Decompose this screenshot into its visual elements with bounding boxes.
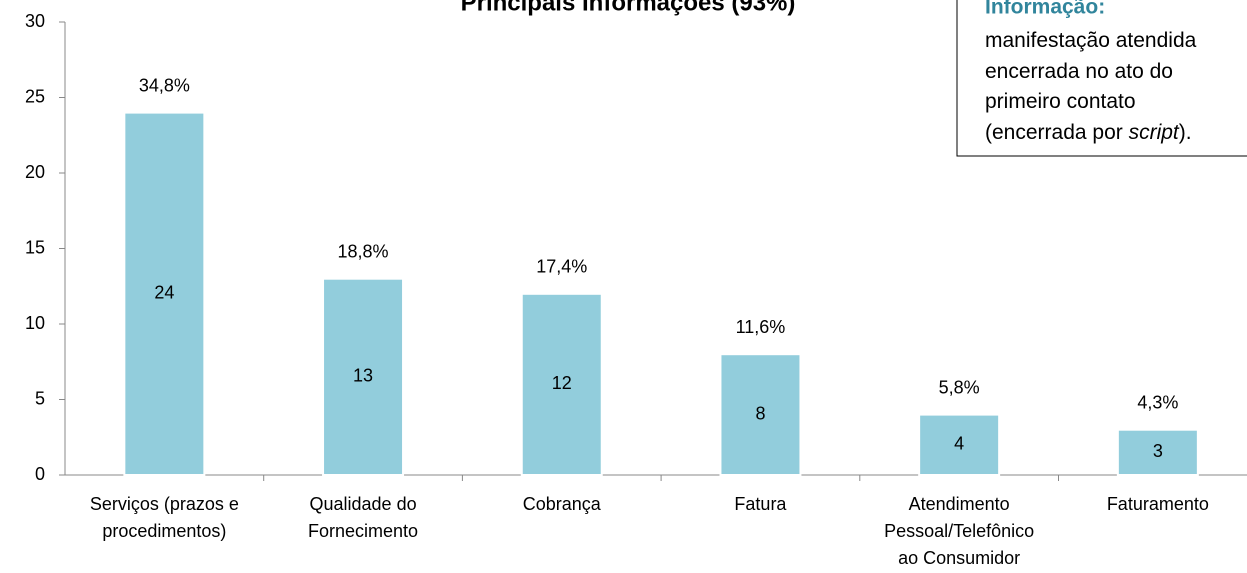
bar [520,292,603,476]
percent-label: 4,3% [1137,392,1178,412]
annotation-line: (encerrada por script). [985,121,1192,144]
bar-value-label: 12 [552,373,572,393]
bar [1116,428,1199,477]
x-tick-label-line: Cobrança [523,494,602,514]
annotation: manifestação atendida encerrada no ato do… [985,29,1197,144]
bar [719,353,802,477]
annotation-text: primeiro contato [985,90,1136,113]
x-tick-label: Fatura [734,494,787,514]
annotation-line: primeiro contato [985,90,1136,113]
bar-value-label: 13 [353,366,373,386]
y-tick-label: 20 [25,162,45,182]
y-tick-label: 15 [25,237,45,257]
bar [918,413,1001,477]
chart-title: Principais Informações (93%) [461,0,796,16]
x-tick-label-line: procedimentos) [102,521,226,541]
x-tick-label-line: Serviços (prazos e [90,494,239,514]
x-tick-label-line: Pessoal/Telefônico [884,521,1034,541]
bar [123,111,206,476]
bar-value-label: 24 [154,283,174,303]
annotation-box [956,0,1247,157]
x-tick-label-line: Qualidade do [310,494,417,514]
y-tick-label: 0 [35,464,45,484]
x-tick-label-line: Atendimento [909,494,1010,514]
annotation-text: manifestação atendida [985,29,1197,52]
x-tick-label-line: Fornecimento [308,521,418,541]
y-tick-label: 10 [25,313,45,333]
x-tick-label: Cobrança [523,494,602,514]
percent-label: 34,8% [139,75,190,95]
bar-value-label: 4 [954,434,964,454]
annotation-heading: Informação: [985,0,1105,19]
annotation-text: ). [1179,121,1192,144]
y-tick-label: 5 [35,388,45,408]
x-tick-label: Qualidade do Fornecimento [308,494,418,541]
x-tick-label: Atendimento Pessoal/Telefônico ao Consumid… [884,494,1034,568]
percent-label: 17,4% [536,257,587,277]
x-tick-label-line: Faturamento [1107,494,1209,514]
y-tick-label: 30 [25,11,45,31]
percent-label: 11,6% [736,317,786,337]
percent-label: 18,8% [338,241,389,261]
annotation-line: encerrada no ato do [985,60,1173,83]
bar [322,277,405,477]
x-tick-label: Serviços (prazos e procedimentos) [90,494,239,541]
y-tick-label: 25 [25,86,45,106]
annotation-text: script [1129,121,1180,144]
bar-value-label: 3 [1153,441,1163,461]
bar-value-label: 8 [755,403,765,423]
annotation-line: manifestação atendida [985,29,1197,52]
percent-label: 5,8% [939,377,980,397]
annotation-text: encerrada no ato do [985,60,1173,83]
x-tick-label-line: Fatura [734,494,787,514]
x-tick-label: Faturamento [1107,494,1209,514]
x-tick-label-line: ao Consumidor [898,548,1020,568]
annotation-text: (encerrada por [985,121,1129,144]
